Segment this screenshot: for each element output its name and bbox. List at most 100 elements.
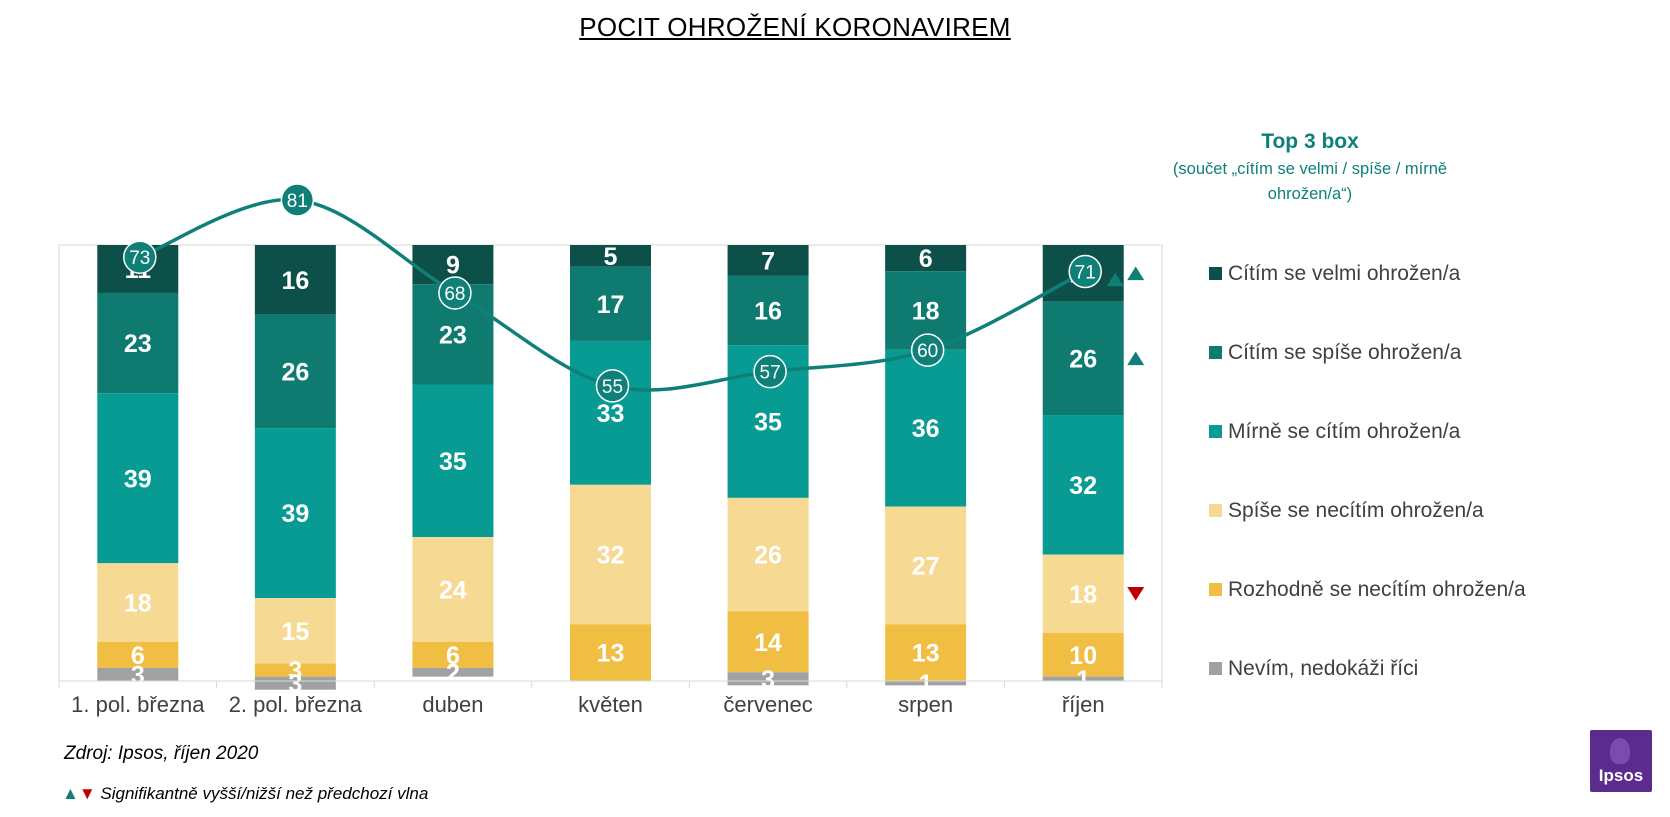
bar-segment xyxy=(1042,676,1124,681)
data-label: 13 xyxy=(597,640,625,668)
top3-box-label: 57 xyxy=(760,363,781,384)
data-label: 16 xyxy=(281,267,309,295)
data-label: 10 xyxy=(1069,642,1097,670)
top3-box-point xyxy=(753,354,787,389)
legend-swatch xyxy=(1209,662,1222,675)
top3-box-point xyxy=(123,240,157,274)
data-label: 35 xyxy=(754,409,782,437)
ipsos-logo: Ipsos xyxy=(1590,730,1652,792)
bar-segment xyxy=(97,393,179,564)
significance-note: ▲▼ Signifikantně vyšší/nižší než předcho… xyxy=(62,784,428,804)
x-tick-label: 1. pol. března xyxy=(71,692,205,717)
bar-segment xyxy=(254,598,336,664)
top3-box-subtitle-line1: (součet „cítím se velmi / spíše / mírně xyxy=(1172,160,1448,178)
data-label: 3 xyxy=(288,670,302,698)
legend-swatch xyxy=(1209,504,1222,517)
bar-segment xyxy=(97,292,179,394)
data-label: 15 xyxy=(281,618,309,646)
bar-segment xyxy=(1042,554,1124,634)
bar-segment xyxy=(727,611,809,673)
x-tick-label: červenec xyxy=(723,692,812,717)
data-label: 3 xyxy=(131,661,145,689)
data-label: 27 xyxy=(912,552,940,580)
data-label: 13 xyxy=(912,640,940,668)
bar-segment xyxy=(570,624,651,681)
data-label: 6 xyxy=(131,642,145,670)
data-label: 6 xyxy=(919,245,933,273)
bar-segment xyxy=(727,672,809,686)
top3-box-point xyxy=(438,276,472,310)
data-label: 3 xyxy=(761,666,775,694)
top3-box-label: 60 xyxy=(917,341,938,362)
legend-swatch xyxy=(1209,267,1222,280)
data-label: 18 xyxy=(912,297,940,325)
bar-segment xyxy=(97,641,179,668)
data-label: 39 xyxy=(281,500,309,528)
bar-segment xyxy=(254,314,336,429)
triangle-up-icon xyxy=(1127,351,1145,366)
data-label: 5 xyxy=(604,243,618,271)
data-label: 36 xyxy=(912,415,940,443)
data-label: 18 xyxy=(124,590,152,618)
bar-segment xyxy=(570,245,651,267)
data-label: 23 xyxy=(124,330,152,358)
bar-segment xyxy=(1042,415,1124,555)
page-title: POCIT OHROŽENÍ KORONAVIREM xyxy=(579,12,1011,42)
legend-label: Mírně se cítím ohrožen/a xyxy=(1228,420,1461,443)
top3-box-subtitle-line2: ohrožen/a“) xyxy=(1267,185,1353,203)
triangle-down-icon: ▼ xyxy=(78,784,96,803)
data-label: 7 xyxy=(761,247,775,275)
top3-box-point xyxy=(280,183,315,217)
top3-box-label: 68 xyxy=(444,284,465,305)
data-label: 39 xyxy=(124,465,152,493)
bar-segment xyxy=(570,266,651,341)
data-label: 35 xyxy=(439,448,467,476)
bar-segment xyxy=(727,245,809,276)
bar-segment xyxy=(885,245,967,272)
data-label: 1 xyxy=(1076,666,1090,694)
data-label: 18 xyxy=(1069,581,1097,609)
significance-note-text: Signifikantně vyšší/nižší než předchozí … xyxy=(100,784,429,803)
bar-segment xyxy=(254,663,336,677)
data-label: 24 xyxy=(439,576,467,604)
legend-swatch xyxy=(1209,425,1222,438)
top3-box-point xyxy=(1068,254,1102,289)
logo-text: Ipsos xyxy=(1598,766,1644,785)
data-label: 23 xyxy=(439,321,467,349)
bar-segment xyxy=(570,484,651,625)
legend-label: Rozhodně se necítím ohrožen/a xyxy=(1228,578,1526,601)
legend-swatch xyxy=(1209,346,1222,359)
bar-segment xyxy=(570,340,651,485)
bar-segment xyxy=(254,245,336,315)
bar-segment xyxy=(885,624,967,681)
bar-segment xyxy=(412,667,494,677)
triangle-up-icon: ▲ xyxy=(62,784,79,803)
legend-label: Nevím, nedokáži říci xyxy=(1228,657,1419,680)
legend-swatch xyxy=(1209,583,1222,596)
data-label: 14 xyxy=(754,629,782,657)
bar-segment xyxy=(97,667,179,681)
data-label: 6 xyxy=(446,642,460,670)
top3-box-point xyxy=(910,333,945,367)
legend-label: Cítím se spíše ohrožen/a xyxy=(1228,341,1462,364)
x-tick-label: květen xyxy=(578,692,643,717)
top3-box-title: Top 3 box xyxy=(1261,130,1359,153)
bar-segment xyxy=(885,681,967,686)
x-tick-label: duben xyxy=(422,692,483,717)
bar-segment xyxy=(412,384,494,538)
triangle-up-icon xyxy=(1106,272,1124,287)
bar-segment xyxy=(412,537,494,642)
data-label: 32 xyxy=(597,542,625,570)
data-label: 17 xyxy=(597,291,625,319)
top3-box-label: 81 xyxy=(287,191,308,212)
data-label: 26 xyxy=(281,358,309,386)
triangle-up-icon xyxy=(1127,266,1145,281)
bar-segment xyxy=(412,641,494,668)
bar-segment xyxy=(727,275,809,346)
x-tick-label: 2. pol. března xyxy=(229,692,363,717)
x-tick-label: říjen xyxy=(1062,692,1105,717)
data-label: 33 xyxy=(597,400,625,428)
bar-segment xyxy=(97,563,179,642)
bar-segment xyxy=(254,428,336,599)
